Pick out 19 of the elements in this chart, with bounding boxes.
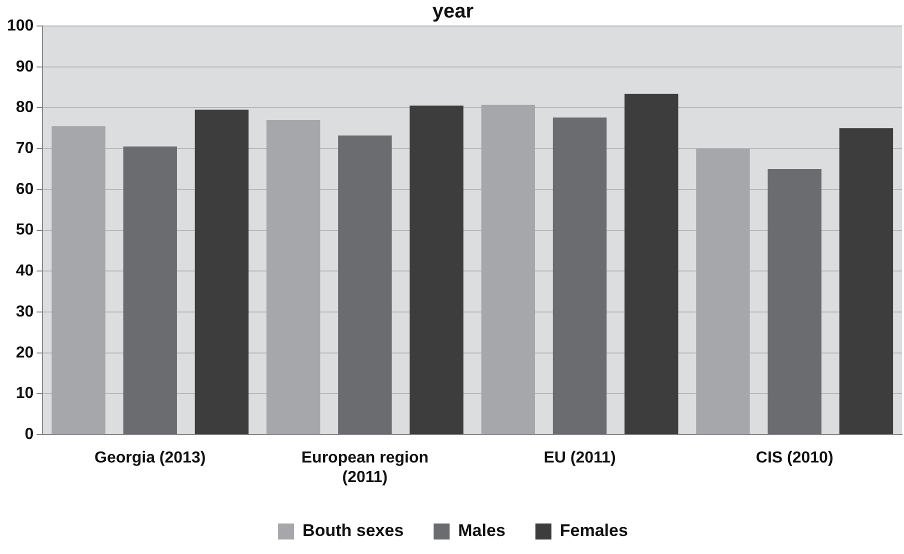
y-tick-label: 20 [16,344,34,362]
legend-label: Bouth sexes [302,521,404,540]
y-tick-label: 50 [16,222,34,239]
x-tick-label: CIS (2010) [756,450,834,467]
y-tick-label: 90 [16,58,34,76]
y-tick-label: 40 [16,262,34,280]
y-tick-label: 100 [6,17,34,34]
y-tick-label: 70 [16,140,34,157]
legend-label: Females [560,521,628,540]
y-tick-label: 80 [16,99,34,116]
x-tick-label: EU (2011) [544,450,616,467]
chart-title: year [432,0,474,23]
y-tick-label: 0 [24,426,34,444]
y-tick-label: 30 [16,303,34,320]
x-tick-label: Georgia (2013) [94,450,206,467]
x-tick-label: European region (2011) [301,450,428,486]
y-tick-label: 10 [16,385,34,402]
legend-label: Males [458,521,506,540]
y-tick-label: 60 [16,180,34,198]
